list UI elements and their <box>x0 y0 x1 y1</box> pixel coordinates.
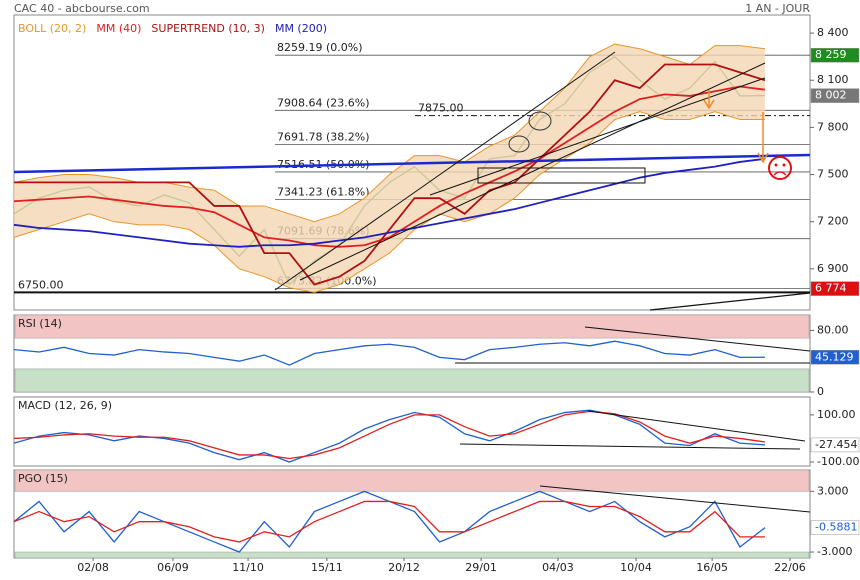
fib-label: 7908.64 (23.6%) <box>277 96 370 109</box>
zone <box>14 368 810 393</box>
box <box>477 167 646 184</box>
y-tick-label: -100.00 <box>817 455 859 468</box>
trendline <box>649 292 811 311</box>
value-badge-label: 8 002 <box>815 89 847 102</box>
x-tick-label: 10/04 <box>620 561 652 574</box>
value-badge <box>810 88 860 103</box>
panel <box>13 396 811 467</box>
x-tick-label: 06/09 <box>157 561 189 574</box>
marker <box>528 111 552 131</box>
y-tick-label: -3.000 <box>817 545 852 558</box>
header-period: 1 AN - JOUR <box>745 2 810 15</box>
series-line <box>13 409 765 463</box>
arrow <box>757 112 769 164</box>
value-badge-label: 8 259 <box>815 48 847 61</box>
fib-label: 8259.19 (0.0%) <box>277 41 363 54</box>
trendline <box>299 62 766 281</box>
value-badge <box>810 437 860 453</box>
arrow <box>703 90 715 110</box>
trendline <box>274 51 616 291</box>
trendlines <box>13 51 811 513</box>
value-badge <box>810 520 860 535</box>
x-tick-label: 20/12 <box>388 561 420 574</box>
y-tick-label: 8 100 <box>817 73 849 86</box>
value-badge <box>810 281 860 296</box>
x-tick-label: 02/08 <box>77 561 109 574</box>
series-line <box>13 500 765 543</box>
legend-entry: MM (40) <box>96 22 141 35</box>
header-title: CAC 40 - abcbourse.com <box>14 2 150 15</box>
panel-title: RSI (14) <box>18 317 62 330</box>
band-lower <box>13 111 765 293</box>
y-tick-label: 6 900 <box>817 262 849 275</box>
y-tick-label: 100.00 <box>817 408 856 421</box>
x-tick-label: 11/10 <box>232 561 264 574</box>
value-badge <box>810 47 860 63</box>
y-tick-label: 3.000 <box>817 484 849 497</box>
x-tick-label: 29/01 <box>465 561 497 574</box>
fib-label: 7691.78 (38.2%) <box>277 130 370 143</box>
legend-entry: BOLL (20, 2) <box>18 22 86 35</box>
value-badge-label: 45.129 <box>815 350 854 363</box>
sad-face-mouth <box>773 171 787 176</box>
zone <box>14 314 810 339</box>
y-tick-label: 0 <box>817 385 824 398</box>
legend-entry: SUPERTREND (10, 3) <box>151 22 265 35</box>
h-line-label: 6750.00 <box>18 278 64 291</box>
sad-face-eye <box>774 163 778 167</box>
x-tick-label: 22/06 <box>774 561 806 574</box>
y-tick-label: 8 400 <box>817 26 849 39</box>
value-badge-label: 6 774 <box>815 282 847 295</box>
y-tick-label: 7 500 <box>817 168 849 181</box>
y-tick-label: 7 800 <box>817 120 849 133</box>
value-badge <box>810 350 860 365</box>
zone <box>14 551 810 559</box>
series-line <box>13 157 766 248</box>
zone <box>14 469 810 492</box>
h-line-label: 7875.00 <box>418 102 464 115</box>
fib-label: 7341.23 (61.8%) <box>277 185 370 198</box>
value-badge-label: -0.5881 <box>815 521 857 534</box>
trendline <box>587 410 806 442</box>
series-line <box>13 340 765 366</box>
x-tick-label: 04/03 <box>542 561 574 574</box>
panel-title: MACD (12, 26, 9) <box>18 399 112 412</box>
band-fill <box>14 44 765 293</box>
x-tick-label: 15/11 <box>311 561 343 574</box>
legend-entry: MM (200) <box>275 22 327 35</box>
y-tick-label: 7 200 <box>817 215 849 228</box>
sad-face-eye <box>782 163 786 167</box>
y-tick-label: 80.00 <box>817 323 849 336</box>
value-badge-label: -27.454 <box>815 438 857 451</box>
trendline <box>459 443 801 450</box>
trendline <box>13 153 811 174</box>
x-tick-label: 16/05 <box>696 561 728 574</box>
series-line <box>13 85 766 248</box>
trendline <box>539 485 811 513</box>
sad-face <box>768 156 792 180</box>
marker <box>508 135 530 153</box>
panel-title: PGO (15) <box>18 472 68 485</box>
series-line <box>14 63 766 286</box>
series-line <box>13 410 766 460</box>
trendline <box>584 326 811 352</box>
